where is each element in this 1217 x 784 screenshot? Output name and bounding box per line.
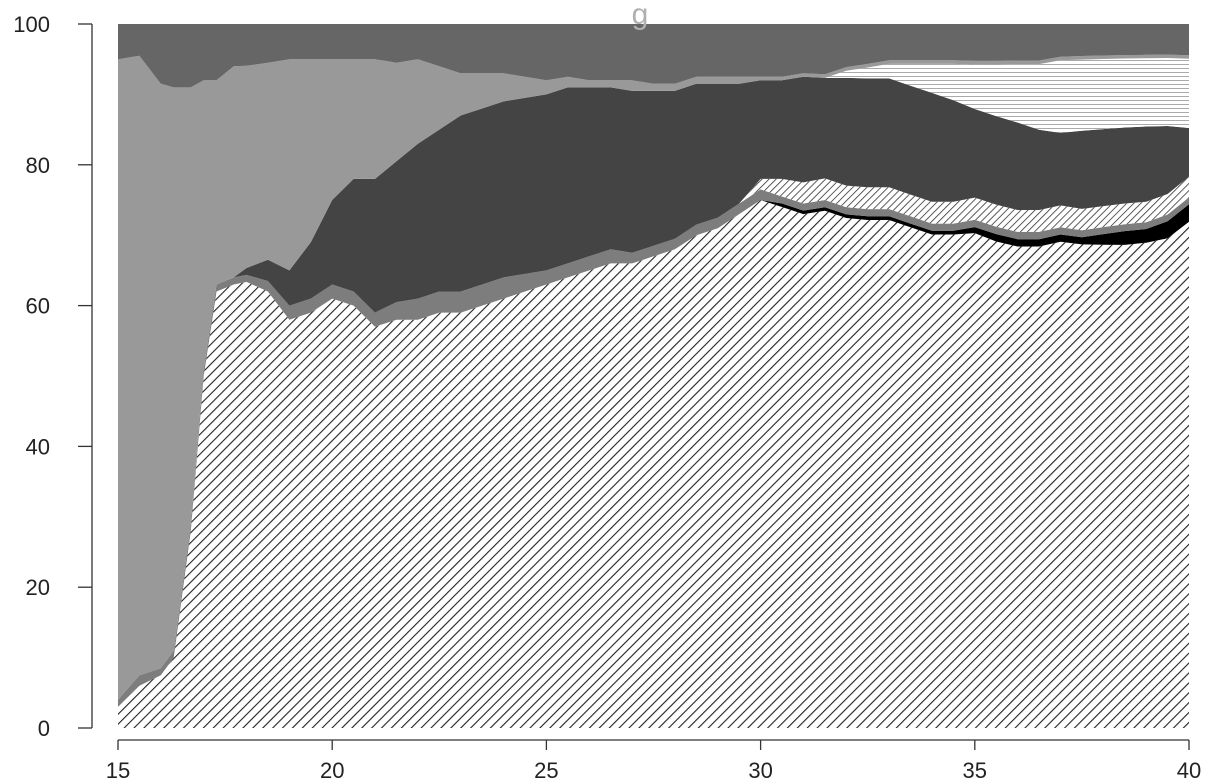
y-tick-label: 80 (26, 153, 50, 178)
y-tick-label: 0 (38, 716, 50, 741)
x-tick-label: 35 (963, 758, 987, 783)
chart-title: g (632, 0, 649, 31)
y-tick-label: 60 (26, 294, 50, 319)
y-tick-label: 100 (13, 12, 50, 37)
area-layer-3 (118, 189, 1189, 707)
x-tick-label: 15 (106, 758, 130, 783)
area-layer-5 (118, 76, 1189, 700)
x-tick-label: 20 (320, 758, 344, 783)
y-tick-label: 20 (26, 575, 50, 600)
area-layer-4 (118, 176, 1189, 700)
area-layer-7 (118, 54, 1189, 700)
area-layer-1 (118, 200, 1189, 728)
area-layer-8 (118, 24, 1189, 88)
x-tick-label: 30 (748, 758, 772, 783)
axes (91, 24, 1189, 741)
area-layer-6 (118, 58, 1189, 700)
x-tick-label: 25 (534, 758, 558, 783)
y-tick-label: 40 (26, 434, 50, 459)
tick-marks: 15 20 25 30 35 40 0 20 40 60 80 100 (13, 12, 1201, 783)
area-layers (118, 24, 1189, 728)
x-tick-label: 40 (1177, 758, 1201, 783)
